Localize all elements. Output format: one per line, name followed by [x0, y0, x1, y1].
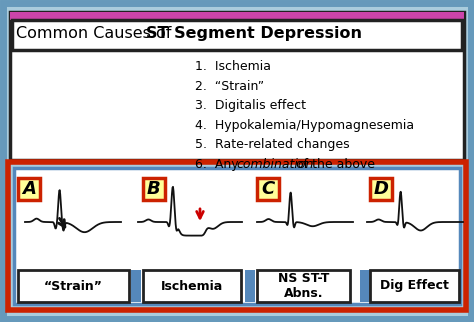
FancyBboxPatch shape	[143, 178, 165, 200]
Text: 5.  Rate-related changes: 5. Rate-related changes	[195, 138, 350, 151]
Text: 3.  Digitalis effect: 3. Digitalis effect	[195, 99, 306, 112]
FancyBboxPatch shape	[10, 12, 464, 160]
FancyBboxPatch shape	[12, 20, 462, 50]
FancyBboxPatch shape	[14, 168, 460, 304]
FancyBboxPatch shape	[245, 270, 255, 302]
Text: 1.  Ischemia: 1. Ischemia	[195, 60, 271, 73]
FancyBboxPatch shape	[257, 270, 350, 302]
Text: “Strain”: “Strain”	[44, 279, 103, 292]
Text: A: A	[22, 180, 36, 198]
FancyBboxPatch shape	[8, 162, 466, 310]
Text: Ischemia: Ischemia	[161, 279, 223, 292]
FancyBboxPatch shape	[3, 3, 471, 319]
Text: NS ST-T
Abns.: NS ST-T Abns.	[278, 272, 329, 300]
Text: B: B	[147, 180, 161, 198]
Text: combination: combination	[237, 157, 314, 171]
FancyBboxPatch shape	[143, 270, 241, 302]
FancyBboxPatch shape	[131, 270, 141, 302]
Text: of the above: of the above	[292, 157, 374, 171]
FancyBboxPatch shape	[10, 12, 464, 20]
FancyBboxPatch shape	[257, 178, 279, 200]
FancyBboxPatch shape	[18, 270, 129, 302]
Text: 4.  Hypokalemia/Hypomagnesemia: 4. Hypokalemia/Hypomagnesemia	[195, 118, 414, 131]
Text: ST Segment Depression: ST Segment Depression	[146, 26, 362, 41]
Text: 6.  Any: 6. Any	[195, 157, 243, 171]
Text: D: D	[374, 180, 389, 198]
Text: C: C	[261, 180, 274, 198]
Text: Dig Effect: Dig Effect	[380, 279, 449, 292]
FancyBboxPatch shape	[360, 270, 370, 302]
FancyBboxPatch shape	[370, 270, 459, 302]
Text: 2.  “Strain”: 2. “Strain”	[195, 80, 264, 92]
FancyBboxPatch shape	[18, 178, 40, 200]
Text: Common Causes of: Common Causes of	[16, 26, 176, 41]
FancyBboxPatch shape	[370, 178, 392, 200]
